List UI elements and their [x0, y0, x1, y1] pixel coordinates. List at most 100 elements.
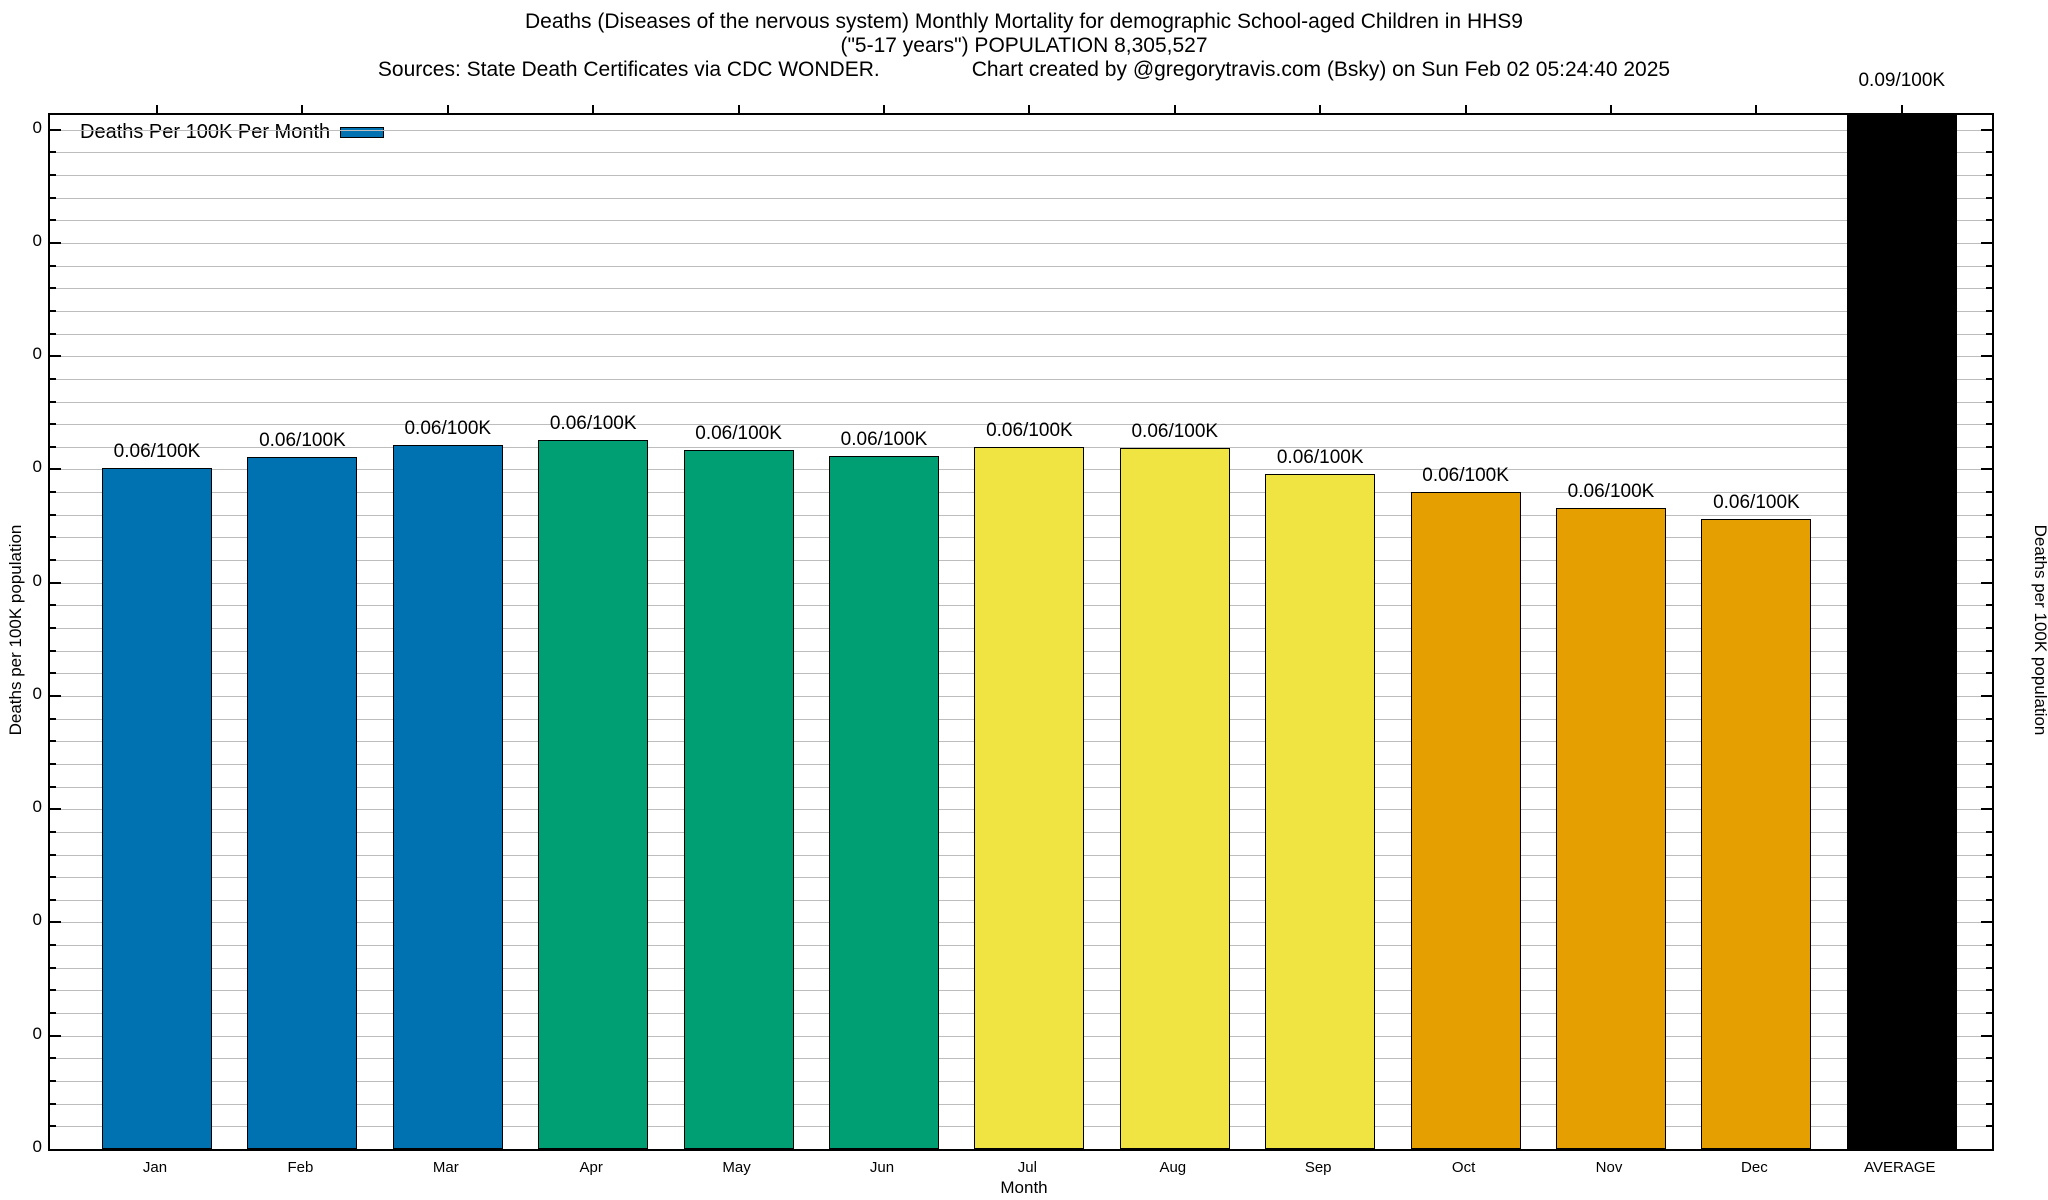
y-tick-mark-right [1981, 468, 1992, 471]
y-tick-mark-left [50, 287, 56, 290]
y-tick-mark-left [50, 921, 61, 924]
y-tick-mark-left [50, 830, 56, 833]
gridline [50, 333, 1992, 335]
y-tick-mark-left [50, 898, 56, 901]
legend: Deaths Per 100K Per Month [80, 121, 385, 144]
plot-area: Deaths Per 100K Per Month 0.06/100K 0.06/… [48, 70, 1994, 1151]
y-tick-mark-right [1981, 694, 1992, 697]
y-tick-mark-left [50, 536, 56, 539]
bar-average [1846, 115, 1957, 1149]
bar-value-label: 0.06/100K [1276, 447, 1364, 468]
y-tick-mark-left [50, 1125, 56, 1128]
y-tick-mark-left [50, 581, 61, 584]
chart-title: Deaths (Diseases of the nervous system) … [525, 10, 1523, 33]
x-tick-mark-top [446, 105, 449, 113]
y-tick-mark-right [1986, 1057, 1992, 1060]
bar-oct [1410, 492, 1521, 1149]
y-tick-mark-left [50, 151, 56, 154]
y-tick-label: 0 [32, 117, 42, 137]
x-tick-label-mar: Mar [432, 1159, 459, 1176]
y-tick-mark-left [50, 196, 56, 199]
y-tick-mark-right [1981, 241, 1992, 244]
y-tick-label: 0 [32, 1137, 42, 1156]
y-tick-mark-left [50, 966, 56, 969]
y-tick-mark-right [1986, 785, 1992, 788]
y-tick-mark-right [1986, 762, 1992, 765]
x-tick-label-jan: Jan [142, 1159, 168, 1176]
x-tick-label-nov: Nov [1595, 1159, 1623, 1176]
y-tick-mark-left [50, 649, 56, 652]
y-tick-mark-right [1986, 423, 1992, 426]
y-tick-mark-left [50, 1080, 56, 1083]
gridline [50, 242, 1992, 244]
x-tick-mark-top [1319, 105, 1322, 113]
x-axis-title: Month [1000, 1178, 1048, 1197]
bar-value-label: 0.06/100K [1567, 480, 1655, 502]
y-tick-mark-left [50, 128, 61, 131]
gridline [50, 378, 1992, 380]
y-tick-mark-left [50, 423, 56, 426]
bar-value-label: 0.06/100K [840, 428, 928, 450]
gridline [50, 220, 1992, 222]
x-tick-mark-top [737, 105, 740, 113]
y-tick-label: 0 [32, 797, 42, 817]
gridline [50, 356, 1992, 358]
y-tick-mark-left [50, 1057, 56, 1060]
y-tick-mark-right [1981, 355, 1992, 358]
y-tick-mark-left [50, 219, 56, 222]
bar-value-label: 0.06/100K [113, 441, 201, 463]
y-tick-mark-left [50, 604, 56, 607]
x-tick-mark-top [1173, 105, 1176, 113]
bar-dec [1701, 519, 1812, 1149]
gridline [50, 265, 1992, 267]
bar-value-label: 0.09/100K [1858, 69, 1946, 91]
x-tick-label-aug: Aug [1159, 1159, 1187, 1176]
bar-value-label: 0.06/100K [1422, 465, 1509, 487]
bar-aug [1119, 447, 1230, 1149]
y-tick-mark-left [50, 355, 61, 358]
y-tick-mark-left [50, 445, 56, 448]
y-tick-label: 0 [32, 910, 42, 930]
bar-nov [1556, 508, 1666, 1149]
bar-jan [102, 468, 212, 1149]
bar-jun [829, 455, 939, 1149]
y-tick-mark-right [1986, 377, 1992, 380]
x-tick-label-may: May [722, 1159, 751, 1176]
y-tick-mark-right [1986, 287, 1992, 290]
y-axis-title-left: Deaths per 100K population [6, 524, 25, 736]
y-tick-mark-right [1986, 196, 1992, 199]
y-tick-mark-right [1986, 219, 1992, 222]
x-tick-label-jul: Jul [1017, 1159, 1037, 1176]
y-tick-mark-right [1981, 921, 1992, 924]
bar-value-label: 0.06/100K [549, 413, 637, 435]
y-tick-label: 0 [32, 570, 42, 590]
x-tick-mark-top [1900, 105, 1903, 113]
y-tick-mark-right [1986, 627, 1992, 630]
x-tick-mark-top [1610, 105, 1612, 113]
y-tick-label: 0 [32, 683, 42, 703]
y-tick-mark-left [50, 1012, 56, 1015]
y-tick-mark-right [1986, 649, 1992, 652]
y-tick-mark-right [1986, 174, 1992, 177]
y-tick-label: 0 [32, 344, 42, 364]
y-tick-mark-right [1986, 1102, 1992, 1105]
x-tick-label-average: AVERAGE [1864, 1159, 1936, 1176]
y-tick-mark-right [1981, 581, 1992, 584]
gridline [50, 401, 1992, 403]
x-tick-mark-top [301, 105, 304, 113]
y-tick-mark-left [50, 672, 56, 675]
x-tick-label-sep: Sep [1304, 1159, 1332, 1176]
x-tick-mark-top [883, 105, 885, 113]
y-tick-mark-left [50, 694, 61, 697]
y-tick-mark-right [1986, 559, 1992, 562]
x-tick-label-dec: Dec [1741, 1159, 1768, 1176]
x-tick-label-jun: Jun [869, 1159, 895, 1176]
x-tick-mark-top [156, 105, 158, 113]
bar-may [683, 450, 794, 1149]
bar-sep [1265, 474, 1376, 1149]
y-tick-mark-left [50, 264, 56, 267]
y-tick-mark-right [1986, 1080, 1992, 1083]
y-tick-mark-right [1986, 309, 1992, 312]
y-tick-mark-right [1986, 151, 1992, 154]
legend-label: Deaths Per 100K Per Month [80, 121, 331, 143]
